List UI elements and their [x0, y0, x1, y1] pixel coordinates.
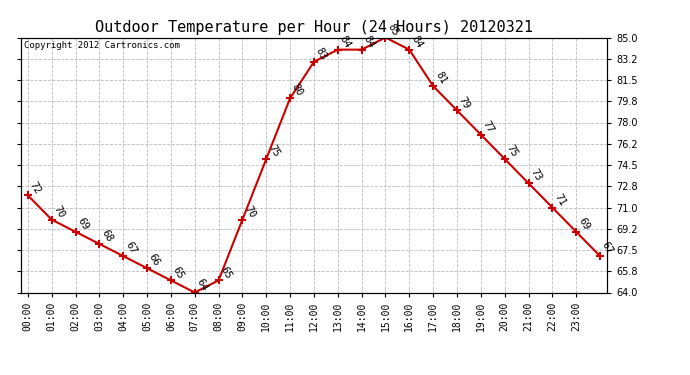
- Text: 71: 71: [553, 192, 567, 207]
- Text: 68: 68: [99, 228, 115, 244]
- Text: 80: 80: [290, 82, 305, 98]
- Text: 67: 67: [600, 240, 615, 256]
- Text: 66: 66: [147, 252, 162, 268]
- Title: Outdoor Temperature per Hour (24 Hours) 20120321: Outdoor Temperature per Hour (24 Hours) …: [95, 20, 533, 35]
- Text: 65: 65: [171, 264, 186, 280]
- Text: 65: 65: [219, 264, 233, 280]
- Text: 70: 70: [242, 204, 257, 220]
- Text: 73: 73: [529, 167, 544, 183]
- Text: 69: 69: [576, 216, 591, 232]
- Text: 85: 85: [386, 22, 400, 38]
- Text: 72: 72: [28, 180, 43, 195]
- Text: 84: 84: [409, 34, 424, 50]
- Text: 84: 84: [362, 34, 377, 50]
- Text: 70: 70: [52, 204, 67, 220]
- Text: Copyright 2012 Cartronics.com: Copyright 2012 Cartronics.com: [23, 41, 179, 50]
- Text: 75: 75: [504, 143, 520, 159]
- Text: 79: 79: [457, 94, 472, 110]
- Text: 64: 64: [195, 277, 210, 292]
- Text: 77: 77: [481, 119, 495, 135]
- Text: 84: 84: [338, 34, 353, 50]
- Text: 67: 67: [124, 240, 138, 256]
- Text: 75: 75: [266, 143, 282, 159]
- Text: 69: 69: [75, 216, 90, 232]
- Text: 81: 81: [433, 70, 448, 86]
- Text: 83: 83: [314, 46, 329, 62]
